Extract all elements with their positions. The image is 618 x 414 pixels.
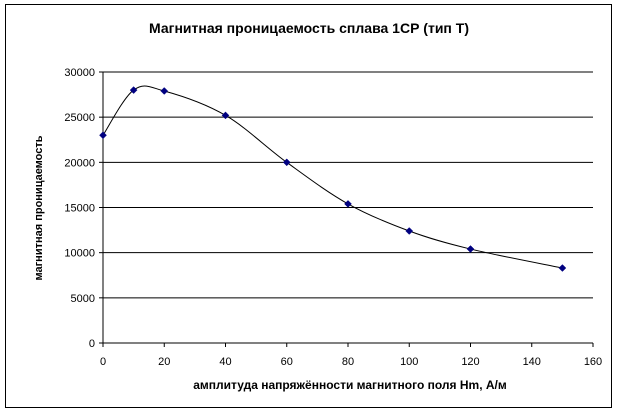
- x-tick-label: 80: [342, 356, 354, 368]
- data-point-0-3: [221, 111, 230, 120]
- chart-title: Магнитная проницаемость сплава 1СР (тип …: [149, 20, 469, 36]
- x-tick-label: 100: [400, 356, 418, 368]
- data-point-0-8: [558, 264, 567, 272]
- chart-frame: [5, 4, 612, 408]
- y-tick-label: 30000: [64, 67, 95, 79]
- data-point-0-0: [99, 131, 107, 140]
- x-tick-label: 0: [100, 356, 106, 368]
- y-tick-label: 25000: [64, 112, 95, 124]
- y-tick-label: 20000: [64, 157, 95, 169]
- y-axis-label: магнитная проницаемость: [33, 135, 45, 281]
- x-tick-label: 40: [219, 356, 231, 368]
- y-tick-label: 0: [89, 338, 95, 350]
- data-point-0-4: [282, 158, 291, 167]
- data-point-0-1: [129, 86, 138, 94]
- x-tick-label: 160: [584, 356, 602, 368]
- series-line-0: [102, 85, 563, 269]
- data-point-0-6: [405, 227, 414, 235]
- y-tick-label: 15000: [64, 203, 95, 215]
- x-tick-label: 20: [158, 356, 170, 368]
- y-tick-label: 5000: [71, 293, 95, 305]
- x-axis-label: амплитуда напряжённости магнитного поля …: [193, 378, 507, 392]
- y-tick-label: 10000: [64, 248, 95, 260]
- data-point-0-5: [344, 200, 352, 208]
- x-tick-label: 140: [523, 356, 541, 368]
- data-point-0-7: [466, 245, 475, 253]
- data-point-0-2: [160, 87, 169, 95]
- x-tick-label: 60: [281, 356, 293, 368]
- x-tick-label: 120: [461, 356, 479, 368]
